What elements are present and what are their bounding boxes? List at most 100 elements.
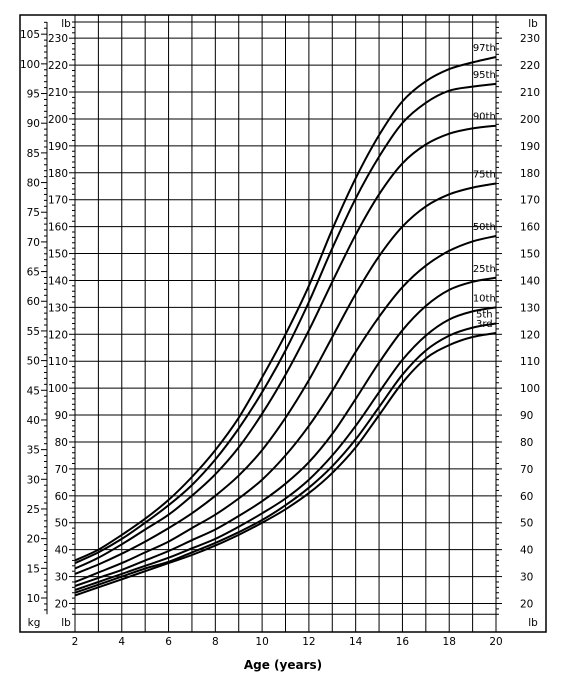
- percentile-curve-10th: [74, 306, 497, 591]
- lb-tick-label-right: 170: [520, 195, 540, 207]
- lb-tick-label-right: 220: [520, 60, 540, 72]
- lb-tick-label-right: 140: [520, 275, 540, 287]
- kg-tick-label: 90: [27, 118, 40, 130]
- lb-tick-label-right: 110: [520, 356, 540, 368]
- kg-tick-label: 45: [27, 385, 40, 397]
- lb-tick-label-left: 20: [55, 599, 68, 611]
- kg-tick-label: 10: [27, 593, 40, 605]
- x-tick-label: 14: [349, 636, 363, 648]
- percentile-label-95th: 95th: [473, 70, 496, 81]
- kg-tick-label: 15: [27, 563, 40, 575]
- kg-unit-label: kg: [28, 617, 41, 629]
- lb-tick-label-right: 160: [520, 222, 540, 234]
- lb-tick-label-left: 100: [48, 383, 68, 395]
- lb-tick-label-left: 190: [48, 141, 68, 153]
- percentile-curve-50th: [74, 235, 497, 583]
- lb-tick-label-left: 90: [55, 410, 68, 422]
- x-tick-label: 20: [489, 636, 502, 648]
- percentile-label-10th: 10th: [473, 293, 496, 304]
- kg-tick-label: 60: [27, 296, 40, 308]
- kg-tick-label: 35: [27, 445, 40, 457]
- lb-tick-label-left: 70: [55, 464, 68, 476]
- percentile-label-3rd: 3rd: [476, 319, 493, 330]
- kg-tick-label: 65: [27, 267, 40, 279]
- lb-tick-label-right: 40: [520, 545, 533, 557]
- x-tick-label: 2: [72, 636, 79, 648]
- kg-tick-label: 55: [27, 326, 40, 338]
- x-tick-label: 18: [443, 636, 456, 648]
- kg-tick-label: 80: [27, 178, 40, 190]
- kg-tick-label: 40: [27, 415, 40, 427]
- lb-tick-label-left: 220: [48, 60, 68, 72]
- kg-tick-label: 105: [20, 29, 40, 41]
- lb-tick-label-left: 200: [48, 114, 68, 126]
- percentile-curve-25th: [74, 276, 497, 587]
- percentile-label-50th: 50th: [473, 222, 496, 233]
- percentile-label-90th: 90th: [473, 112, 496, 123]
- x-tick-label: 6: [165, 636, 172, 648]
- lb-tick-label-left: 140: [48, 275, 68, 287]
- percentile-label-97th: 97th: [473, 43, 496, 54]
- kg-tick-label: 70: [27, 237, 40, 249]
- lb-unit-label-bottom-right: lb: [528, 617, 538, 629]
- lb-tick-label-right: 30: [520, 572, 533, 584]
- lb-tick-label-left: 60: [55, 491, 68, 503]
- lb-unit-label-bottom-left: lb: [61, 617, 71, 629]
- lb-tick-label-right: 190: [520, 141, 540, 153]
- lb-tick-label-right: 150: [520, 249, 540, 261]
- lb-tick-label-left: 30: [55, 572, 68, 584]
- percentile-curve-75th: [74, 182, 497, 575]
- lb-unit-label-top-left: lb: [61, 18, 71, 30]
- lb-tick-label-left: 230: [48, 33, 68, 45]
- lb-tick-label-right: 180: [520, 168, 540, 180]
- plot-frame: [19, 14, 547, 633]
- lb-tick-label-right: 100: [520, 383, 540, 395]
- percentile-curve-97th: [74, 56, 497, 562]
- lb-tick-label-right: 80: [520, 437, 533, 449]
- x-axis-title: Age (years): [244, 658, 322, 672]
- lb-tick-label-left: 210: [48, 87, 68, 99]
- percentile-label-75th: 75th: [473, 170, 496, 181]
- percentile-curve-95th: [74, 82, 497, 565]
- x-tick-label: 16: [396, 636, 410, 648]
- lb-tick-label-right: 20: [520, 599, 533, 611]
- kg-tick-label: 30: [27, 474, 40, 486]
- kg-tick-label: 75: [27, 207, 40, 219]
- grid: [41, 15, 502, 632]
- lb-tick-label-right: 230: [520, 33, 540, 45]
- lb-unit-label-top-right: lb: [528, 18, 538, 30]
- x-tick-label: 8: [212, 636, 219, 648]
- lb-tick-label-right: 50: [520, 518, 533, 530]
- lb-tick-label-right: 70: [520, 464, 533, 476]
- tick-labels: 2 4 6 8 10 12 14 16 18 20 20 20 30 30 40 40 50 50 60 60 70 70…: [20, 29, 540, 648]
- lb-tick-label-left: 50: [55, 518, 68, 530]
- lb-tick-label-right: 60: [520, 491, 533, 503]
- lb-tick-label-left: 80: [55, 437, 68, 449]
- lb-tick-label-left: 160: [48, 222, 68, 234]
- lb-tick-label-left: 130: [48, 302, 68, 314]
- percentile-curves: [74, 56, 497, 597]
- percentile-label-5th: 5th: [476, 310, 493, 321]
- lb-tick-label-right: 200: [520, 114, 540, 126]
- lb-tick-label-left: 120: [48, 329, 68, 341]
- percentile-label-25th: 25th: [473, 264, 496, 275]
- x-tick-label: 12: [302, 636, 315, 648]
- lb-tick-label-left: 40: [55, 545, 68, 557]
- x-tick-label: 4: [118, 636, 125, 648]
- lb-tick-label-left: 180: [48, 168, 68, 180]
- lb-tick-label-right: 120: [520, 329, 540, 341]
- kg-tick-label: 50: [27, 356, 40, 368]
- kg-tick-label: 100: [20, 59, 40, 71]
- lb-tick-label-right: 90: [520, 410, 533, 422]
- lb-tick-label-right: 130: [520, 302, 540, 314]
- lb-tick-label-left: 110: [48, 356, 68, 368]
- kg-tick-label: 85: [27, 148, 40, 160]
- percentile-curve-90th: [74, 124, 497, 570]
- x-tick-label: 10: [255, 636, 268, 648]
- lb-tick-label-left: 170: [48, 195, 68, 207]
- percentile-curve-3rd: [74, 332, 497, 597]
- lb-tick-label-right: 210: [520, 87, 540, 99]
- kg-tick-label: 25: [27, 504, 40, 516]
